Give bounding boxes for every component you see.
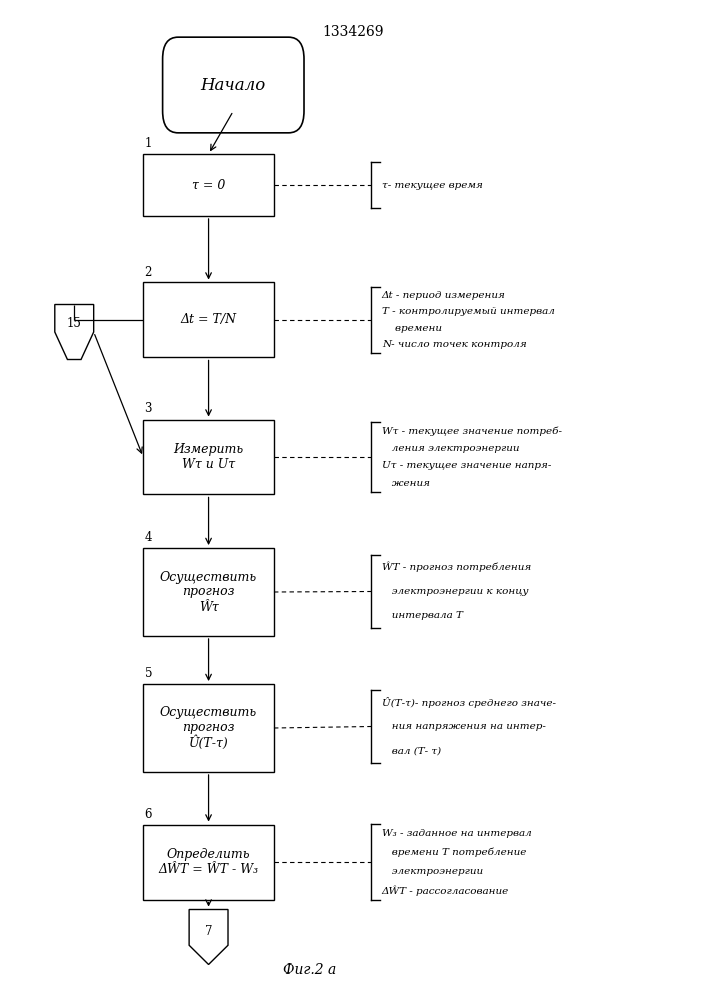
Text: интервала Т: интервала Т <box>382 611 462 620</box>
Text: Wτ - текущее значение потреб-: Wτ - текущее значение потреб- <box>382 426 562 436</box>
Text: Начало: Начало <box>201 77 266 94</box>
Text: Uτ - текущее значение напря-: Uτ - текущее значение напря- <box>382 461 551 470</box>
Text: времени Т потребление: времени Т потребление <box>382 848 526 857</box>
Text: Осуществить
прогноз
Û(Т-τ): Осуществить прогноз Û(Т-τ) <box>160 706 257 750</box>
Polygon shape <box>189 910 228 964</box>
Text: 15: 15 <box>66 317 82 330</box>
Text: Û(Т-τ)- прогноз среднего значе-: Û(Т-τ)- прогноз среднего значе- <box>382 697 556 708</box>
Text: ΔŴТ - рассогласование: ΔŴТ - рассогласование <box>382 885 509 896</box>
Text: 6: 6 <box>144 808 152 820</box>
Text: Δt - период измерения: Δt - период измерения <box>382 291 506 300</box>
Polygon shape <box>55 304 93 359</box>
Text: 2: 2 <box>144 265 152 278</box>
Text: 3: 3 <box>144 402 152 416</box>
Text: ления электроэнергии: ления электроэнергии <box>382 444 519 453</box>
Text: вал (Т- τ): вал (Т- τ) <box>382 746 441 755</box>
Bar <box>143 548 274 636</box>
Text: Определить
ΔŴТ = ŴТ - W₃: Определить ΔŴТ = ŴТ - W₃ <box>158 848 259 876</box>
Text: W₃ - заданное на интервал: W₃ - заданное на интервал <box>382 829 532 838</box>
Text: Осуществить
прогноз
Ŵτ: Осуществить прогноз Ŵτ <box>160 570 257 613</box>
Text: Измерить
Wτ и Uτ: Измерить Wτ и Uτ <box>173 443 244 471</box>
Text: жения: жения <box>382 479 430 488</box>
Text: ния напряжения на интер-: ния напряжения на интер- <box>382 722 546 731</box>
Text: Фиг.2 а: Фиг.2 а <box>283 963 336 977</box>
Bar <box>143 824 274 900</box>
Text: 5: 5 <box>144 667 152 680</box>
Text: T - контролируемый интервал: T - контролируемый интервал <box>382 307 555 316</box>
Text: τ- текущее время: τ- текущее время <box>382 180 483 190</box>
Text: ŴТ - прогноз потребления: ŴТ - прогноз потребления <box>382 562 531 572</box>
Bar <box>143 282 274 357</box>
Text: электроэнергии: электроэнергии <box>382 867 483 876</box>
Text: τ = 0: τ = 0 <box>192 178 226 192</box>
Text: 1: 1 <box>144 137 152 150</box>
Text: 1334269: 1334269 <box>323 25 384 39</box>
Text: электроэнергии к концу: электроэнергии к концу <box>382 587 528 596</box>
Text: времени: времени <box>382 324 442 333</box>
Text: Δt = T/N: Δt = T/N <box>180 314 237 326</box>
Text: 7: 7 <box>205 925 212 938</box>
Text: 4: 4 <box>144 531 152 544</box>
Bar <box>143 684 274 772</box>
Bar <box>143 420 274 494</box>
Bar <box>143 154 274 216</box>
FancyBboxPatch shape <box>163 37 304 133</box>
Text: N- число точек контроля: N- число точек контроля <box>382 340 527 349</box>
